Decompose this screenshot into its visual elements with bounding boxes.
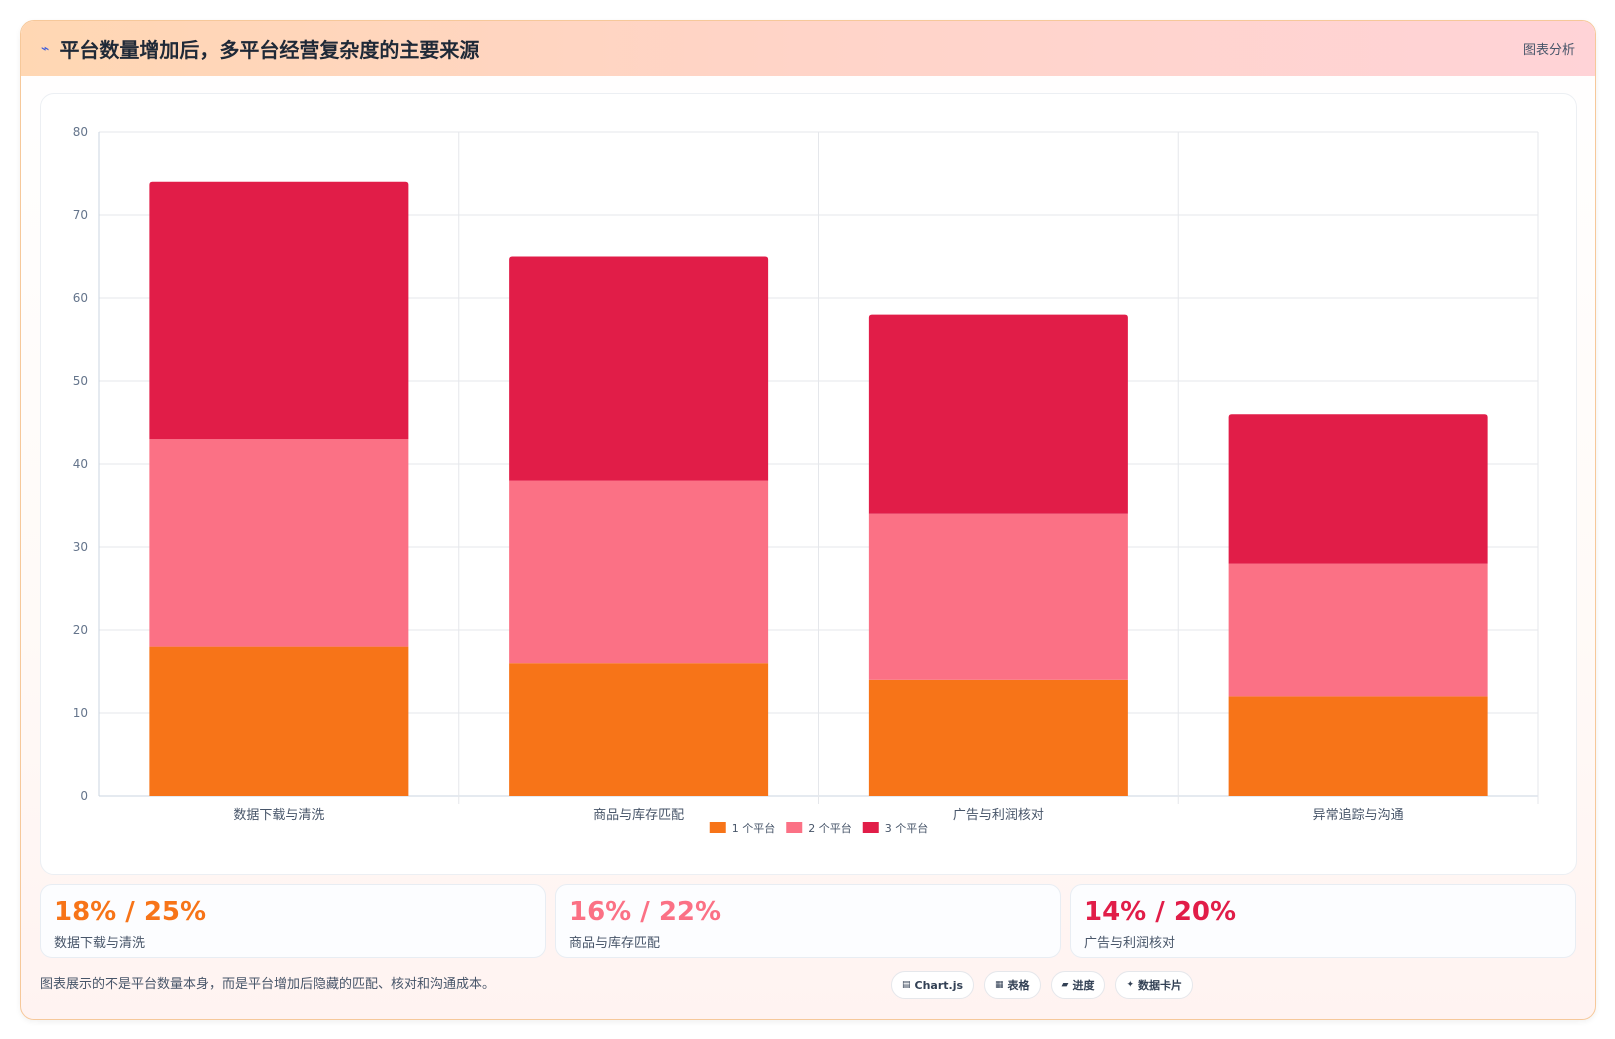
chart-icon: ▤ [902,980,911,990]
bolt-icon: ⌁ [41,40,50,57]
legend-swatch [862,822,879,833]
y-tick-label: 40 [73,457,88,471]
analysis-panel: ⌁ 平台数量增加后，多平台经营复杂度的主要来源 图表分析 0 10 20 30 40 50… [20,20,1596,1020]
y-tick-label: 80 [73,125,88,139]
y-tick-label: 60 [73,291,88,305]
panel-header: ⌁ 平台数量增加后，多平台经营复杂度的主要来源 图表分析 [21,21,1595,76]
bar-segment [509,256,769,481]
tag-label: 进度 [1072,979,1095,992]
legend-label: 3 个平台 [885,821,929,835]
tag-label: 数据卡片 [1138,979,1183,992]
bar-segment [868,513,1128,680]
bar-segment [868,679,1128,796]
bar-segment [1228,696,1488,796]
stat-value: 14% / 20% [1084,897,1237,927]
tag-data-card[interactable]: ✦ 数据卡片 [1115,971,1194,999]
tag-label: Chart.js [914,978,964,992]
table-icon: ▦ [995,980,1004,990]
y-tick-label: 30 [73,540,88,554]
bar-segment [1228,414,1488,564]
tag-list: ▤ Chart.js ▦ 表格 ▰ 进度 ✦ 数据卡片 [891,971,1194,999]
footer-note: 图表展示的不是平台数量本身，而是平台增加后隐藏的匹配、核对和沟通成本。 [40,977,496,992]
page-title: 平台数量增加后，多平台经营复杂度的主要来源 [59,38,480,62]
tag-label: 表格 [1007,979,1030,992]
legend-label: 2 个平台 [808,821,852,835]
stat-card: 14% / 20% 广告与利润核对 [1070,884,1576,958]
stacked-bar-chart: 0 10 20 30 40 50 60 70 80 数据下载与清洗 商品与库存匹配 广告与利润核对 异常… [73,125,1539,835]
bar-segment [149,646,409,796]
x-tick-label: 广告与利润核对 [953,808,1044,823]
legend-swatch [786,822,803,833]
y-tick-label: 0 [80,789,88,803]
chart-card: 0 10 20 30 40 50 60 70 80 数据下载与清洗 商品与库存匹配 广告与利润核对 异常… [40,93,1577,875]
tag-progress[interactable]: ▰ 进度 [1050,971,1106,999]
sparkle-icon: ✦ [1126,980,1135,990]
bar-segment [149,439,409,647]
stats-row: 18% / 25% 数据下载与清洗 16% / 22% 商品与库存匹配 14% … [40,884,1576,958]
legend-label: 1 个平台 [732,821,776,835]
stat-label: 数据下载与清洗 [54,936,146,951]
header-title-group: ⌁ 平台数量增加后，多平台经营复杂度的主要来源 [21,34,479,63]
chart-analysis-label: 图表分析 [1522,43,1575,58]
stat-value: 18% / 25% [54,897,207,927]
bar-segment [868,314,1128,514]
x-tick-label: 数据下载与清洗 [233,808,324,823]
x-tick-label: 商品与库存匹配 [593,807,684,823]
progress-icon: ▰ [1061,980,1069,990]
stat-card: 18% / 25% 数据下载与清洗 [40,884,546,958]
y-tick-label: 20 [73,623,88,637]
stat-label: 商品与库存匹配 [569,936,661,951]
bar-segment [509,480,769,664]
tag-table[interactable]: ▦ 表格 [984,971,1041,999]
bar-segment [1228,563,1488,697]
legend-swatch [709,822,726,833]
y-tick-label: 70 [73,208,88,222]
y-tick-label: 10 [73,706,88,720]
bar-segment [149,181,409,440]
bar-segment [509,663,769,796]
tag-chartjs[interactable]: ▤ Chart.js [891,971,975,999]
y-tick-label: 50 [73,374,88,388]
x-tick-label: 异常追踪与沟通 [1313,807,1404,823]
stat-card: 16% / 22% 商品与库存匹配 [555,884,1061,958]
stat-value: 16% / 22% [569,897,722,927]
stat-label: 广告与利润核对 [1084,936,1176,951]
